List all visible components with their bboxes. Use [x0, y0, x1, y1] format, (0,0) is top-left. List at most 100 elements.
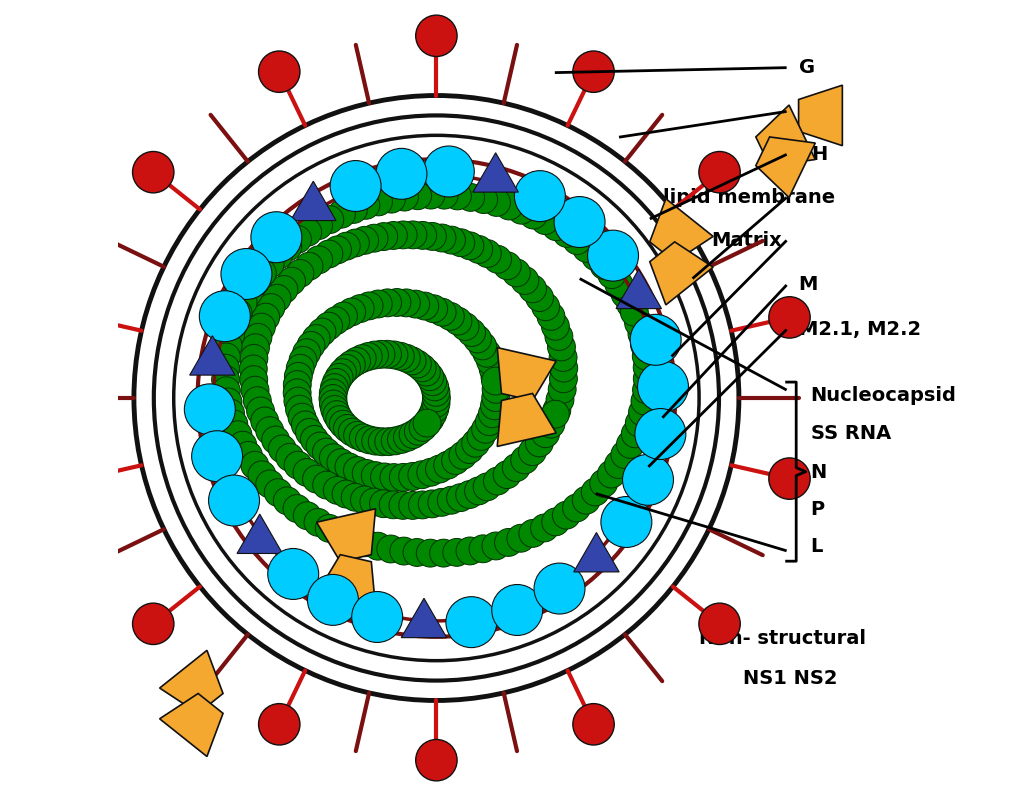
Circle shape — [481, 392, 509, 419]
Circle shape — [422, 384, 450, 412]
Circle shape — [224, 299, 252, 327]
Circle shape — [552, 501, 580, 529]
Circle shape — [354, 342, 382, 370]
Circle shape — [699, 603, 740, 645]
Circle shape — [322, 369, 350, 396]
Circle shape — [503, 259, 530, 287]
Circle shape — [379, 491, 407, 519]
Circle shape — [423, 146, 475, 197]
Circle shape — [338, 418, 366, 446]
Circle shape — [451, 313, 479, 341]
Circle shape — [364, 290, 392, 318]
Circle shape — [631, 387, 658, 415]
Circle shape — [285, 362, 313, 390]
Circle shape — [634, 365, 662, 392]
Circle shape — [388, 426, 416, 454]
Circle shape — [360, 488, 388, 516]
Circle shape — [409, 221, 437, 249]
Circle shape — [330, 161, 381, 212]
Circle shape — [213, 377, 240, 404]
Circle shape — [542, 400, 570, 428]
Circle shape — [631, 314, 681, 365]
Circle shape — [390, 183, 418, 211]
Circle shape — [525, 429, 553, 457]
Circle shape — [380, 221, 408, 249]
Circle shape — [616, 431, 644, 458]
Circle shape — [289, 346, 317, 374]
Circle shape — [416, 405, 444, 433]
Polygon shape — [237, 514, 283, 553]
Circle shape — [248, 461, 276, 489]
Polygon shape — [58, 790, 117, 796]
Circle shape — [256, 470, 284, 498]
Circle shape — [327, 201, 355, 228]
Circle shape — [519, 201, 547, 229]
Circle shape — [259, 704, 300, 745]
Circle shape — [548, 333, 576, 361]
Circle shape — [550, 354, 578, 382]
Circle shape — [338, 525, 366, 552]
Circle shape — [409, 491, 437, 519]
Circle shape — [554, 197, 605, 248]
Circle shape — [628, 320, 656, 348]
Circle shape — [235, 279, 262, 306]
Circle shape — [457, 183, 485, 211]
Circle shape — [239, 365, 267, 393]
Circle shape — [264, 478, 292, 506]
Circle shape — [212, 365, 239, 393]
Circle shape — [549, 365, 577, 392]
Circle shape — [256, 417, 284, 445]
Circle shape — [418, 223, 446, 251]
Polygon shape — [291, 181, 336, 220]
Circle shape — [617, 291, 645, 318]
Text: M2.1, M2.2: M2.1, M2.2 — [799, 320, 921, 339]
Circle shape — [416, 15, 457, 57]
Circle shape — [217, 321, 245, 349]
Circle shape — [429, 539, 457, 567]
Circle shape — [364, 188, 392, 216]
Circle shape — [563, 227, 591, 255]
Circle shape — [417, 181, 445, 209]
Circle shape — [605, 271, 633, 298]
Circle shape — [413, 409, 441, 437]
Circle shape — [304, 509, 332, 537]
Circle shape — [325, 364, 353, 392]
Circle shape — [342, 229, 369, 257]
Circle shape — [252, 303, 280, 331]
Circle shape — [284, 387, 312, 415]
Circle shape — [199, 291, 251, 341]
Circle shape — [304, 246, 332, 274]
Circle shape — [545, 322, 573, 350]
Circle shape — [262, 426, 290, 454]
Circle shape — [420, 295, 448, 322]
Circle shape — [213, 343, 240, 371]
Circle shape — [215, 332, 243, 360]
Text: L: L — [810, 537, 823, 556]
Circle shape — [508, 197, 536, 224]
Circle shape — [335, 453, 363, 481]
Polygon shape — [755, 137, 815, 197]
Circle shape — [239, 355, 267, 383]
Circle shape — [461, 429, 489, 457]
Circle shape — [329, 410, 357, 438]
Circle shape — [699, 151, 740, 193]
Circle shape — [511, 446, 539, 474]
Circle shape — [447, 228, 475, 256]
Circle shape — [542, 508, 570, 536]
Circle shape — [319, 384, 347, 412]
Circle shape — [473, 473, 501, 501]
Circle shape — [308, 575, 358, 626]
Circle shape — [389, 221, 417, 249]
Circle shape — [342, 483, 369, 511]
Circle shape — [573, 704, 614, 745]
Circle shape — [444, 307, 472, 335]
Circle shape — [543, 396, 571, 424]
Circle shape — [479, 355, 507, 383]
Circle shape — [329, 302, 357, 330]
Circle shape — [537, 410, 565, 438]
Circle shape — [437, 302, 464, 330]
Circle shape — [364, 533, 392, 560]
Circle shape — [352, 191, 380, 219]
Circle shape — [494, 529, 522, 556]
Circle shape — [553, 220, 581, 248]
